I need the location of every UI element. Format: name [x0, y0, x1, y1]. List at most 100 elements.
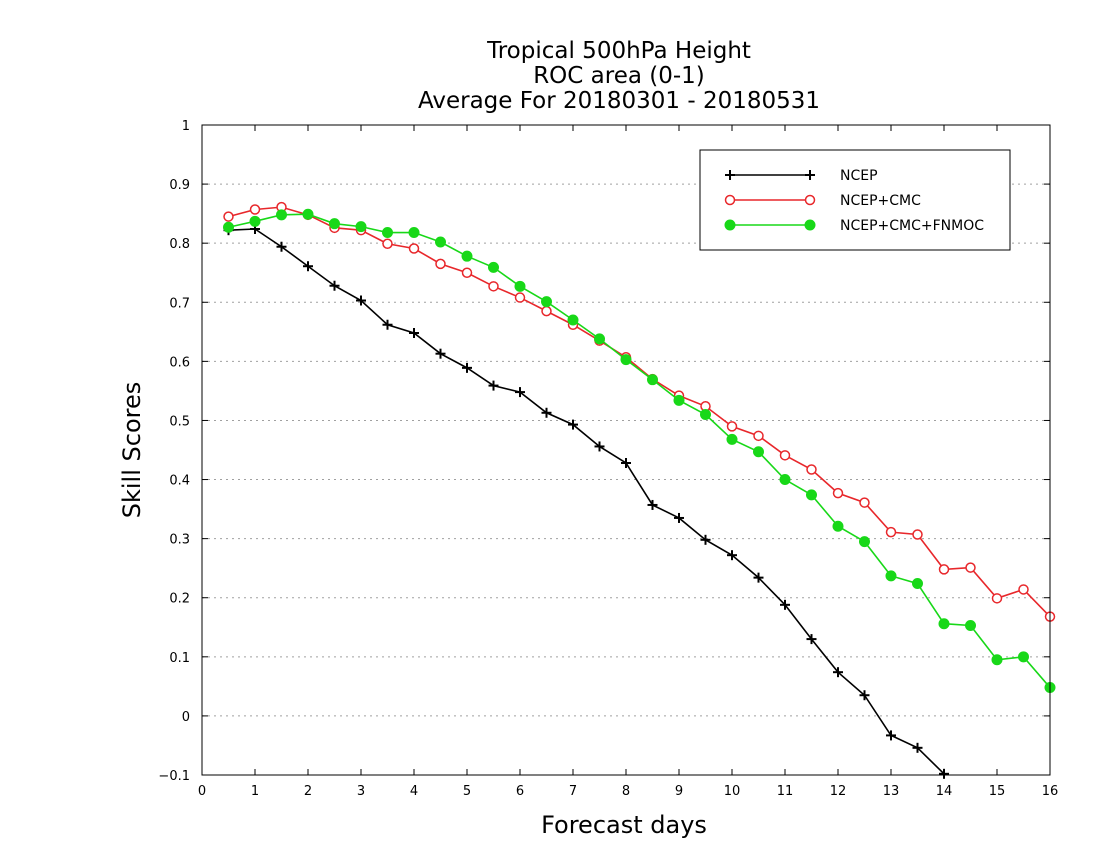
- x-tick-label: 1: [251, 784, 259, 799]
- y-tick-label: 1: [182, 119, 190, 134]
- x-tick-label: 12: [830, 784, 847, 799]
- y-tick-label: 0.7: [169, 296, 190, 311]
- y-tick-label: 0.4: [169, 474, 190, 489]
- y-tick-label: −0.1: [158, 769, 190, 784]
- data-point-open-circle: [724, 194, 736, 206]
- data-point-open-circle: [832, 487, 844, 499]
- data-point-open-circle: [938, 564, 950, 575]
- data-point-plus: [541, 407, 552, 418]
- data-point-filled-circle: [435, 236, 446, 248]
- data-point-open-circle: [779, 450, 791, 461]
- data-point-filled-circle: [514, 280, 526, 292]
- data-point-filled-circle: [753, 446, 764, 458]
- data-point-plus: [515, 387, 525, 398]
- x-tick-label: 3: [357, 784, 365, 799]
- data-point-filled-circle: [673, 394, 685, 406]
- data-point-filled-circle: [859, 536, 870, 548]
- y-tick-label: 0: [182, 710, 190, 725]
- data-point-plus: [462, 362, 472, 373]
- data-point-plus: [435, 348, 446, 359]
- data-point-filled-circle: [567, 314, 579, 326]
- data-point-filled-circle: [779, 474, 791, 486]
- data-point-plus: [886, 730, 896, 741]
- axis-ticks: −0.100.10.20.30.40.50.60.70.80.910 1 2 3 4 5 6…: [158, 119, 1058, 799]
- x-tick-label: 11: [777, 784, 794, 799]
- data-point-filled-circle: [700, 409, 711, 421]
- legend-label: NCEP: [840, 168, 878, 184]
- plot-frame: [201, 124, 1051, 776]
- y-tick-label: 0.2: [169, 592, 190, 607]
- y-tick-label: 0.3: [169, 533, 190, 548]
- series-ncep-cmc-fnmoc: [223, 208, 1056, 694]
- legend-item: NCEP: [725, 168, 878, 184]
- data-point-filled-circle: [647, 374, 658, 386]
- x-tick-label: 10: [724, 784, 741, 799]
- data-point-open-circle: [726, 421, 738, 432]
- data-point-plus: [833, 667, 843, 678]
- data-point-plus: [753, 572, 764, 583]
- data-point-filled-circle: [329, 218, 340, 230]
- x-tick-label: 6: [516, 784, 524, 799]
- data-point-plus: [725, 170, 735, 180]
- data-point-filled-circle: [804, 219, 816, 231]
- data-point-filled-circle: [408, 227, 420, 239]
- data-point-plus: [356, 295, 366, 306]
- data-point-plus: [647, 499, 658, 510]
- data-point-open-circle: [965, 562, 976, 573]
- series-line: [228, 228, 945, 775]
- data-point-filled-circle: [594, 333, 605, 345]
- x-tick-label: 2: [304, 784, 312, 799]
- x-tick-label: 5: [463, 784, 471, 799]
- x-tick-label: 14: [936, 784, 953, 799]
- data-point-plus: [912, 742, 923, 753]
- data-point-plus: [859, 690, 870, 701]
- data-point-plus: [303, 261, 313, 272]
- data-point-plus: [276, 241, 287, 252]
- data-point-filled-circle: [806, 489, 817, 501]
- y-tick-label: 0.9: [169, 178, 190, 193]
- x-axis-label: Forecast days: [541, 811, 707, 839]
- y-tick-label: 0.5: [169, 414, 190, 429]
- series-ncep-cmc: [223, 201, 1056, 622]
- y-tick-label: 0.1: [169, 651, 190, 666]
- data-point-filled-circle: [223, 221, 234, 233]
- title-line: Average For 20180301 - 20180531: [418, 88, 820, 114]
- title-line: Tropical 500hPa Height: [486, 38, 751, 64]
- data-point-plus: [805, 170, 815, 180]
- data-point-open-circle: [804, 194, 816, 206]
- data-point-filled-circle: [991, 654, 1003, 666]
- data-point-filled-circle: [885, 570, 897, 582]
- data-point-filled-circle: [938, 618, 950, 630]
- data-point-filled-circle: [382, 227, 393, 239]
- data-point-filled-circle: [620, 354, 632, 366]
- data-point-open-circle: [461, 267, 473, 278]
- data-point-open-circle: [753, 430, 764, 442]
- data-point-plus: [806, 634, 817, 645]
- title-line: ROC area (0-1): [533, 63, 705, 89]
- data-point-plus: [568, 419, 578, 430]
- x-tick-label: 13: [883, 784, 900, 799]
- data-point-filled-circle: [541, 296, 552, 308]
- series-line: [228, 213, 1051, 689]
- data-point-plus: [939, 768, 949, 779]
- x-tick-label: 4: [410, 784, 418, 799]
- data-point-open-circle: [223, 211, 234, 222]
- series-lines: [223, 201, 1056, 779]
- y-axis-label: Skill Scores: [118, 382, 146, 519]
- data-point-filled-circle: [724, 219, 736, 231]
- data-point-open-circle: [382, 238, 393, 250]
- data-point-plus: [594, 441, 605, 452]
- data-point-plus: [780, 599, 790, 610]
- data-point-filled-circle: [488, 261, 499, 273]
- x-tick-label: 9: [675, 784, 683, 799]
- x-tick-label: 8: [622, 784, 630, 799]
- data-point-open-circle: [885, 526, 897, 538]
- data-point-plus: [674, 512, 684, 523]
- data-point-open-circle: [249, 204, 261, 215]
- x-tick-label: 15: [989, 784, 1006, 799]
- data-point-open-circle: [806, 464, 817, 475]
- legend-item: NCEP+CMC: [724, 193, 921, 209]
- data-point-plus: [329, 280, 340, 291]
